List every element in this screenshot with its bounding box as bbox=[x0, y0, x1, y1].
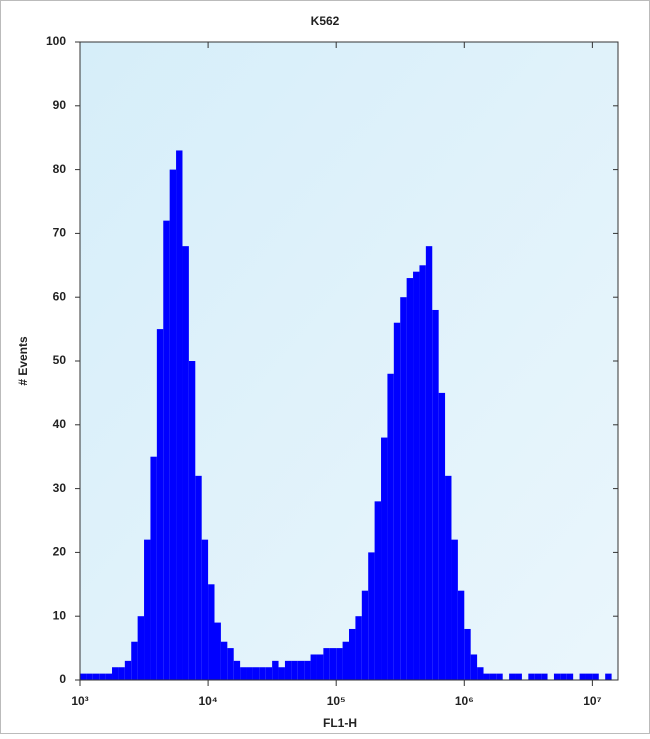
bar bbox=[195, 475, 202, 680]
bar bbox=[99, 673, 106, 680]
bar bbox=[92, 673, 100, 680]
bar bbox=[451, 539, 458, 680]
bar bbox=[137, 616, 145, 680]
bar bbox=[233, 660, 241, 680]
bar bbox=[393, 322, 401, 680]
bar bbox=[80, 673, 87, 680]
bar bbox=[118, 667, 125, 680]
bar bbox=[297, 660, 305, 680]
bar bbox=[445, 475, 452, 680]
bar bbox=[349, 628, 356, 680]
bar bbox=[381, 437, 388, 680]
bar bbox=[316, 654, 324, 680]
bar bbox=[413, 271, 420, 680]
bar bbox=[214, 622, 221, 680]
bar bbox=[470, 654, 478, 680]
y-tick-label: 40 bbox=[53, 417, 67, 431]
bar bbox=[150, 456, 157, 680]
bar bbox=[528, 673, 535, 680]
y-tick-label: 80 bbox=[53, 162, 67, 176]
bar bbox=[86, 673, 93, 680]
bar bbox=[323, 648, 330, 680]
y-tick-label: 20 bbox=[53, 545, 67, 559]
y-tick-label: 10 bbox=[53, 608, 67, 622]
x-tick-label: 10³ bbox=[71, 694, 88, 708]
bar bbox=[329, 648, 337, 680]
y-tick-label: 30 bbox=[53, 481, 67, 495]
bar bbox=[291, 660, 298, 680]
y-axis-label: # Events bbox=[16, 336, 30, 386]
bar bbox=[342, 641, 350, 680]
bar bbox=[284, 660, 292, 680]
bar bbox=[605, 673, 612, 680]
x-tick-label: 10⁵ bbox=[327, 694, 346, 708]
y-tick-label: 70 bbox=[53, 226, 67, 240]
bar bbox=[124, 660, 132, 680]
x-tick-label: 10⁷ bbox=[583, 694, 601, 708]
bar bbox=[208, 584, 215, 680]
bar bbox=[489, 673, 497, 680]
bar bbox=[585, 673, 593, 680]
bar bbox=[579, 673, 586, 680]
bar bbox=[553, 673, 561, 680]
bars bbox=[80, 150, 612, 680]
bar bbox=[406, 278, 414, 680]
bar bbox=[131, 641, 138, 680]
bar bbox=[464, 628, 471, 680]
bar bbox=[182, 246, 189, 680]
bar bbox=[432, 309, 439, 680]
chart-title: K562 bbox=[311, 14, 340, 28]
bar bbox=[163, 220, 170, 680]
bar bbox=[201, 539, 209, 680]
bar bbox=[272, 660, 279, 680]
bar bbox=[509, 673, 516, 680]
bar bbox=[176, 150, 183, 680]
bar bbox=[278, 667, 285, 680]
bar bbox=[220, 641, 228, 680]
y-tick-label: 0 bbox=[59, 672, 66, 686]
bar bbox=[144, 539, 151, 680]
bar bbox=[566, 673, 574, 680]
bar bbox=[252, 667, 260, 680]
bar bbox=[400, 297, 407, 680]
y-tick-label: 50 bbox=[53, 353, 67, 367]
bar bbox=[112, 667, 119, 680]
bar bbox=[374, 501, 382, 680]
bar bbox=[240, 667, 247, 680]
y-tick-label: 90 bbox=[53, 98, 67, 112]
bar bbox=[541, 673, 548, 680]
bar bbox=[425, 246, 433, 680]
bar bbox=[310, 654, 317, 680]
bar bbox=[227, 648, 234, 680]
bar bbox=[355, 616, 362, 680]
bar bbox=[156, 329, 164, 680]
bar bbox=[336, 648, 343, 680]
bar bbox=[477, 667, 484, 680]
bar bbox=[592, 673, 599, 680]
y-tick-label: 100 bbox=[46, 34, 66, 48]
bar bbox=[361, 590, 369, 680]
bar bbox=[259, 667, 266, 680]
bar bbox=[265, 667, 273, 680]
bar bbox=[105, 673, 113, 680]
bar bbox=[419, 265, 426, 680]
bar bbox=[304, 660, 311, 680]
bar bbox=[169, 169, 177, 680]
bar bbox=[515, 673, 522, 680]
bar bbox=[534, 673, 542, 680]
bar bbox=[246, 667, 253, 680]
bar bbox=[438, 392, 446, 680]
x-tick-label: 10⁴ bbox=[198, 694, 217, 708]
x-tick-label: 10⁶ bbox=[455, 694, 474, 708]
bar bbox=[457, 590, 465, 680]
x-axis-label: FL1-H bbox=[323, 716, 357, 730]
bar bbox=[483, 673, 490, 680]
bar bbox=[387, 373, 394, 680]
bar bbox=[496, 673, 503, 680]
bar bbox=[560, 673, 567, 680]
bar bbox=[368, 552, 375, 680]
y-tick-label: 60 bbox=[53, 289, 67, 303]
bar bbox=[188, 361, 196, 680]
